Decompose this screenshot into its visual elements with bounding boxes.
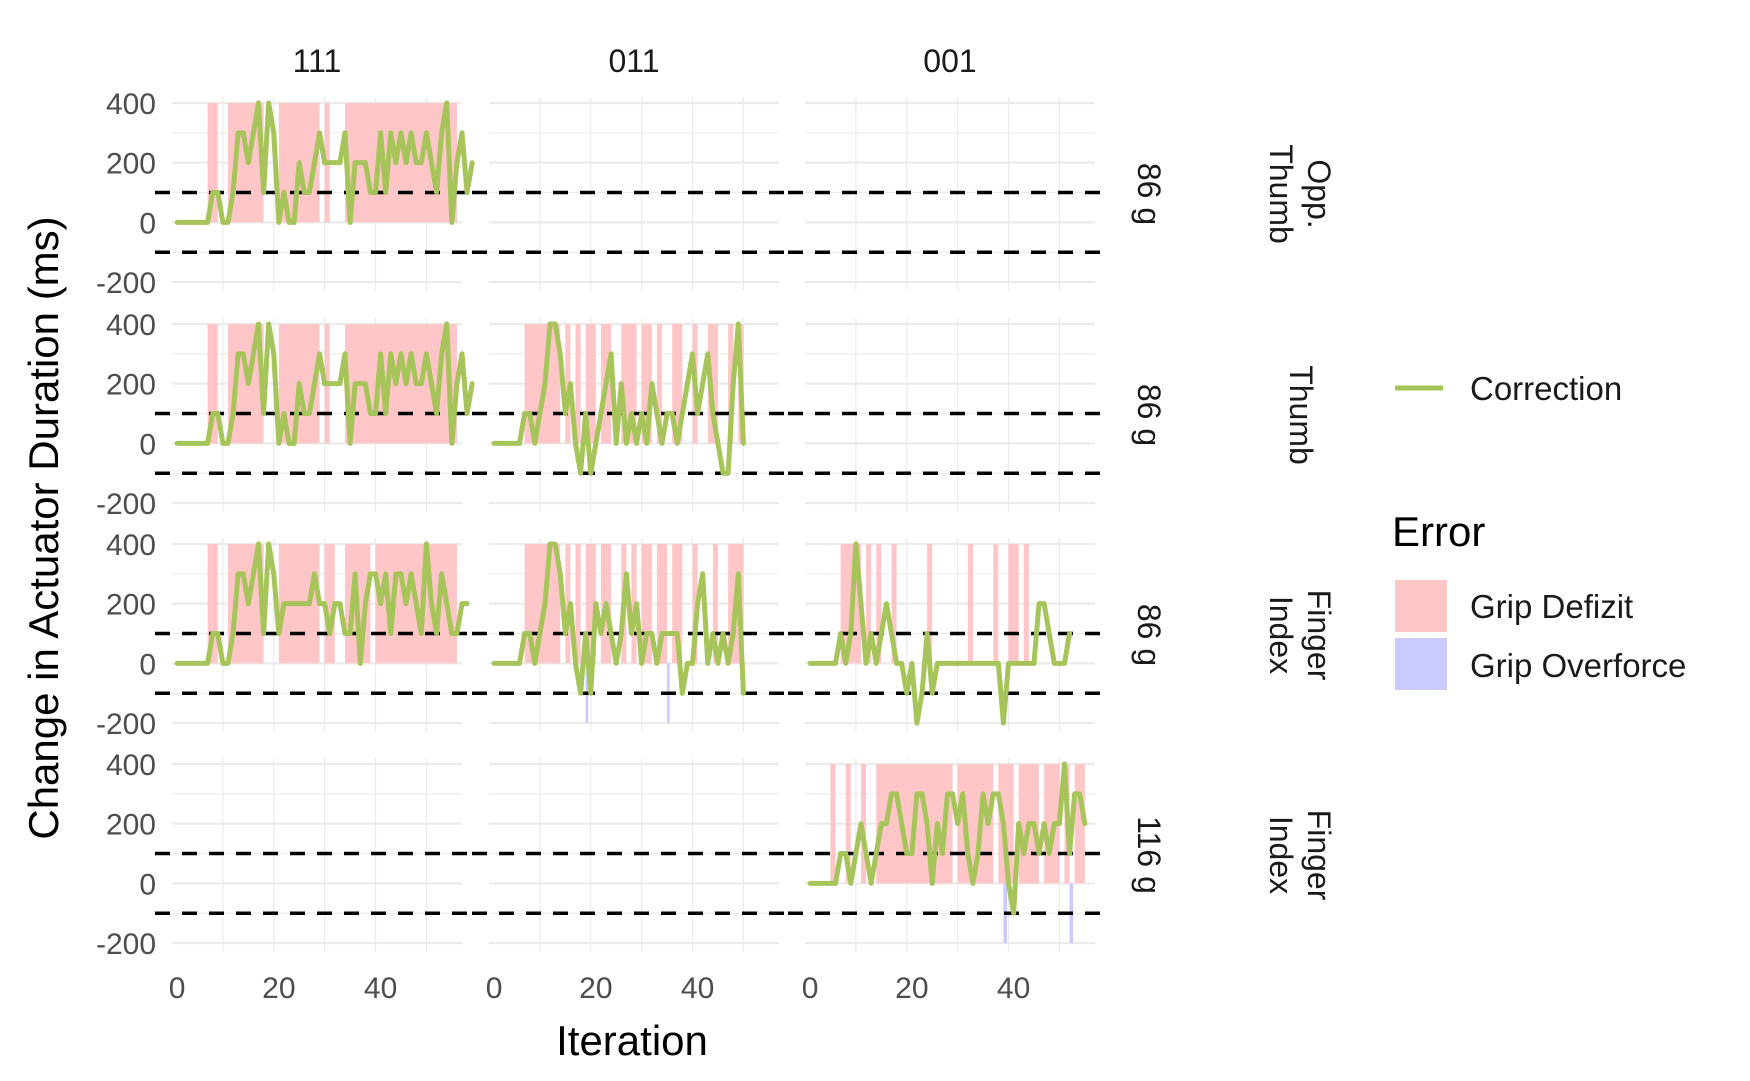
legend-overforce-key	[1395, 638, 1447, 690]
column-strip-label: 011	[608, 43, 659, 79]
grip-defizit-band	[866, 543, 872, 664]
legend-defizit-label: Grip Defizit	[1470, 588, 1633, 625]
correction-series-line	[174, 541, 470, 666]
row-finger-label: Index	[1263, 596, 1299, 674]
x-tick-label: 0	[169, 972, 186, 1005]
grip-defizit-band	[927, 543, 933, 664]
y-tick-label: 400	[106, 88, 156, 121]
grip-defizit-band	[565, 543, 571, 664]
row-weight-label: 86 g	[1131, 604, 1167, 666]
x-tick-label: 20	[895, 972, 928, 1005]
y-tick-label: 200	[106, 148, 156, 181]
row-finger-label: Thumb	[1263, 144, 1299, 244]
grip-defizit-band	[207, 323, 218, 444]
grip-defizit-band	[967, 543, 973, 664]
correction-series-line	[174, 321, 475, 446]
y-tick-label: 200	[106, 369, 156, 402]
grip-defizit-band	[575, 543, 581, 664]
legend-correction-label: Correction	[1470, 370, 1622, 407]
row-finger-label: Index	[1263, 816, 1299, 894]
y-tick-label: -200	[96, 928, 156, 961]
row-finger-label: Finger	[1301, 810, 1337, 901]
correction-series-line	[807, 761, 1088, 916]
grip-defizit-band	[891, 543, 897, 664]
grip-defizit-band	[641, 543, 652, 664]
grip-defizit-band	[641, 323, 652, 444]
grip-defizit-band	[1023, 543, 1029, 664]
y-tick-label: -200	[96, 708, 156, 741]
grip-defizit-band	[876, 543, 882, 664]
y-tick-label: 0	[139, 207, 156, 240]
grip-defizit-band	[860, 763, 867, 884]
y-tick-label: 400	[106, 749, 156, 782]
legend: Correction Error Grip Defizit Grip Overf…	[1392, 370, 1686, 690]
grip-defizit-band	[1008, 543, 1019, 664]
y-tick-label: 200	[106, 809, 156, 842]
y-axis-title: Change in Actuator Duration (ms)	[20, 216, 67, 839]
correction-series-line	[174, 100, 475, 225]
x-tick-label: 0	[802, 972, 819, 1005]
y-tick-label: -200	[96, 267, 156, 300]
grip-defizit-band	[712, 543, 718, 664]
grip-defizit-band	[830, 763, 836, 884]
x-tick-label: 20	[579, 972, 612, 1005]
y-tick-label: 400	[106, 529, 156, 562]
y-tick-label: 0	[139, 868, 156, 901]
grip-defizit-band	[207, 543, 218, 664]
y-tick-label: 200	[106, 589, 156, 622]
grip-defizit-band	[672, 323, 683, 444]
legend-defizit-key	[1395, 580, 1447, 632]
y-tick-label: 400	[106, 309, 156, 342]
y-tick-label: 0	[139, 648, 156, 681]
x-tick-label: 20	[262, 972, 295, 1005]
x-tick-label: 0	[486, 972, 503, 1005]
column-strip-label: 001	[923, 43, 976, 79]
y-tick-label: -200	[96, 488, 156, 521]
grip-defizit-band	[656, 323, 662, 444]
grip-defizit-band	[207, 102, 218, 223]
correction-series-line	[491, 321, 746, 476]
error-bands-layer	[207, 102, 1085, 944]
labels-layer: -2000200400-2000200400-2000200400-200020…	[96, 43, 1337, 1005]
row-weight-label: 116 g	[1131, 816, 1167, 894]
grip-defizit-band	[728, 323, 734, 444]
x-tick-label: 40	[997, 972, 1030, 1005]
grip-defizit-band	[575, 323, 581, 444]
grip-defizit-band	[565, 323, 571, 444]
row-finger-label: Finger	[1301, 590, 1337, 681]
correction-series-line	[491, 541, 746, 696]
row-weight-label: 86 g	[1131, 163, 1167, 225]
grip-defizit-band	[692, 543, 698, 664]
x-tick-label: 40	[364, 972, 397, 1005]
grip-defizit-band	[585, 543, 596, 664]
y-tick-label: 0	[139, 428, 156, 461]
grip-defizit-band	[672, 543, 683, 664]
grip-defizit-band	[845, 763, 851, 884]
column-strip-label: 111	[293, 43, 342, 79]
grip-defizit-band	[631, 543, 637, 664]
correction-lines-layer	[174, 100, 1088, 916]
grip-defizit-band	[993, 543, 999, 664]
grip-defizit-band	[324, 543, 335, 664]
x-tick-label: 40	[681, 972, 714, 1005]
row-finger-label: Opp.	[1301, 159, 1337, 228]
correction-series-line	[807, 541, 1073, 726]
grip-defizit-band	[656, 543, 668, 664]
x-axis-title: Iteration	[556, 1017, 708, 1064]
row-finger-label: Thumb	[1283, 365, 1319, 465]
legend-overforce-label: Grip Overforce	[1470, 647, 1686, 684]
legend-error-title: Error	[1392, 508, 1485, 555]
grip-defizit-band	[585, 323, 596, 444]
grip-defizit-band	[1074, 763, 1085, 884]
row-weight-label: 86 g	[1131, 384, 1167, 446]
grip-defizit-band	[707, 323, 718, 444]
